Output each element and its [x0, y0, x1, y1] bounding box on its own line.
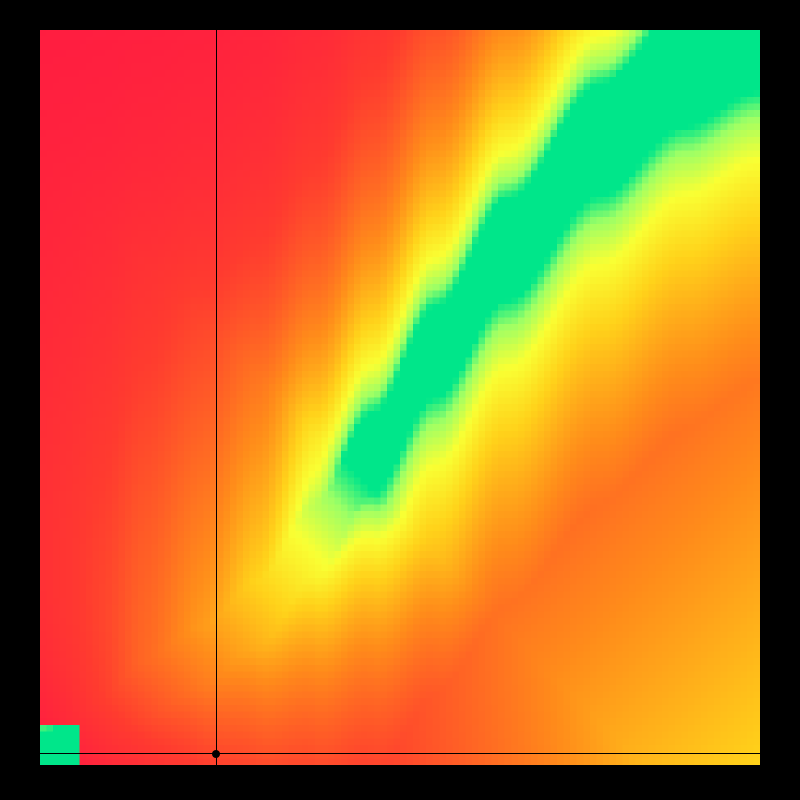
marker-vertical-line — [216, 30, 217, 765]
heatmap-canvas — [40, 30, 760, 765]
marker-horizontal-line — [40, 753, 760, 754]
chart-container: { "attribution": { "text": "TheBottlenec… — [0, 0, 800, 800]
attribution-text: TheBottlenecker.com — [565, 4, 772, 30]
